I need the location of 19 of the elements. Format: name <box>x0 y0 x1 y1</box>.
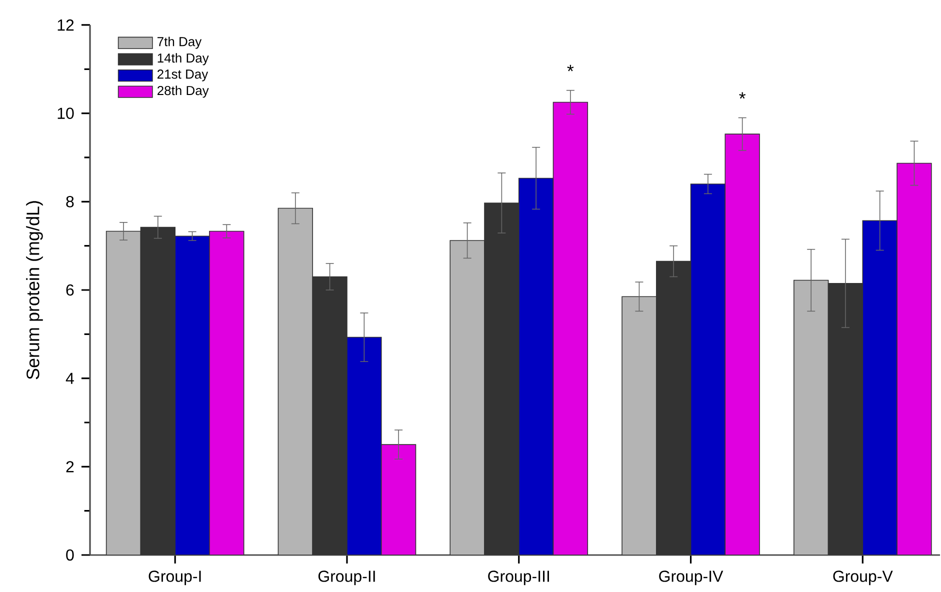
y-tick-label: 0 <box>66 549 74 561</box>
legend-label: 7th Day <box>158 36 202 49</box>
y-tick-label: 6 <box>66 284 74 296</box>
annotation: * <box>567 65 574 72</box>
y-tick-label: 12 <box>58 20 74 31</box>
y-tick-label: 2 <box>66 461 74 472</box>
legend-label: 14th Day <box>158 53 209 66</box>
y-axis-title: Serum protein (mg/dL) <box>26 201 43 380</box>
annotation: * <box>739 92 746 99</box>
x-tick-label: Group-III <box>488 570 549 586</box>
y-tick-label: 8 <box>66 196 74 208</box>
legend-label: 28th Day <box>158 86 209 98</box>
x-tick-label: Group-V <box>833 570 893 586</box>
y-tick-label: 10 <box>58 108 74 120</box>
x-tick-label: Group-IV <box>659 570 724 586</box>
x-tick-label: Group-II <box>318 570 375 586</box>
y-tick-label: 4 <box>66 372 74 384</box>
x-tick-label: Group-I <box>148 570 201 586</box>
legend-label: 21st Day <box>158 70 208 82</box>
